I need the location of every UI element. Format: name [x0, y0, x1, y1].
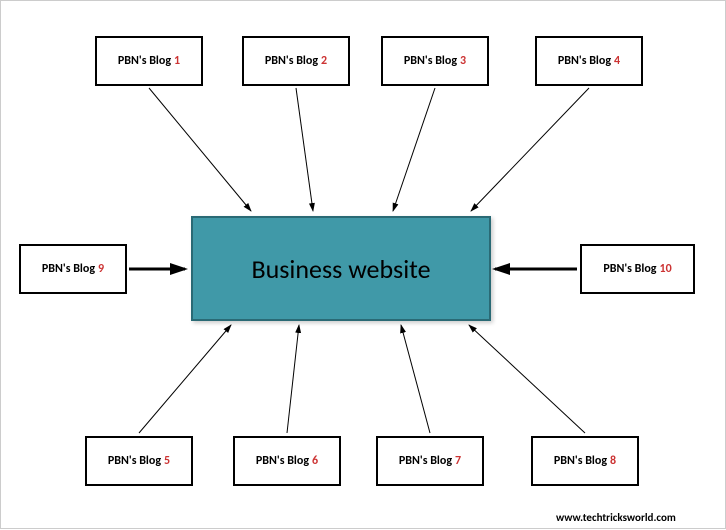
- pbn-blog-label: PBN's Blog: [558, 54, 611, 68]
- arrow-3: [471, 88, 589, 211]
- pbn-blog-label: PBN's Blog: [404, 54, 457, 68]
- pbn-blog-label: PBN's Blog: [118, 54, 171, 68]
- pbn-blog-8: PBN's Blog8: [531, 436, 639, 486]
- arrow-7: [287, 325, 299, 433]
- pbn-blog-label: PBN's Blog: [265, 54, 318, 68]
- pbn-blog-label: PBN's Blog: [42, 262, 95, 276]
- pbn-blog-7: PBN's Blog7: [376, 436, 484, 486]
- pbn-blog-number: 7: [455, 454, 461, 468]
- attribution-text: www.techtricksworld.com: [556, 511, 676, 524]
- pbn-blog-number: 4: [614, 54, 620, 68]
- pbn-blog-6: PBN's Blog6: [233, 436, 341, 486]
- pbn-blog-label: PBN's Blog: [554, 454, 607, 468]
- arrow-2: [393, 88, 435, 211]
- pbn-blog-number: 8: [610, 454, 616, 468]
- center-business-website: Business website: [191, 216, 491, 321]
- pbn-blog-number: 10: [659, 262, 671, 276]
- arrow-9: [469, 325, 585, 433]
- pbn-blog-number: 2: [321, 54, 327, 68]
- pbn-blog-label: PBN's Blog: [399, 454, 452, 468]
- pbn-blog-number: 9: [98, 262, 104, 276]
- pbn-blog-1: PBN's Blog1: [95, 36, 203, 86]
- arrow-6: [139, 325, 231, 433]
- pbn-blog-4: PBN's Blog4: [535, 36, 643, 86]
- pbn-blog-number: 6: [312, 454, 318, 468]
- arrow-8: [401, 325, 430, 433]
- arrow-0: [149, 88, 251, 211]
- pbn-blog-label: PBN's Blog: [108, 454, 161, 468]
- pbn-blog-3: PBN's Blog3: [381, 36, 489, 86]
- pbn-blog-2: PBN's Blog2: [242, 36, 350, 86]
- pbn-blog-number: 1: [174, 54, 180, 68]
- pbn-blog-label: PBN's Blog: [256, 454, 309, 468]
- pbn-blog-number: 3: [460, 54, 466, 68]
- arrow-1: [296, 88, 313, 211]
- pbn-blog-number: 5: [164, 454, 170, 468]
- pbn-blog-label: PBN's Blog: [603, 262, 656, 276]
- pbn-blog-5: PBN's Blog5: [85, 436, 193, 486]
- pbn-blog-9: PBN's Blog9: [19, 244, 127, 294]
- pbn-blog-10: PBN's Blog10: [580, 244, 695, 294]
